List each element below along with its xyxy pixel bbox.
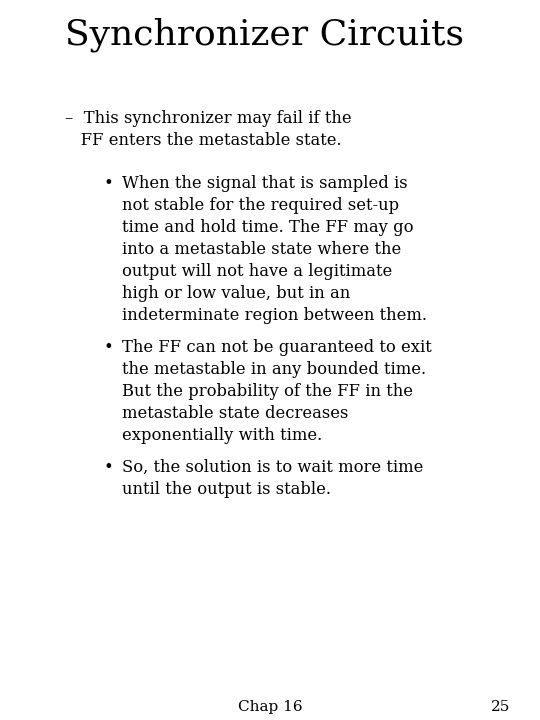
Text: output will not have a legitimate: output will not have a legitimate: [122, 263, 392, 280]
Text: FF enters the metastable state.: FF enters the metastable state.: [65, 132, 342, 149]
Text: •: •: [103, 175, 113, 192]
Text: time and hold time. The FF may go: time and hold time. The FF may go: [122, 219, 414, 236]
Text: –  This synchronizer may fail if the: – This synchronizer may fail if the: [65, 110, 352, 127]
Text: indeterminate region between them.: indeterminate region between them.: [122, 307, 427, 324]
Text: not stable for the required set-up: not stable for the required set-up: [122, 197, 399, 214]
Text: •: •: [103, 459, 113, 476]
Text: When the signal that is sampled is: When the signal that is sampled is: [122, 175, 408, 192]
Text: into a metastable state where the: into a metastable state where the: [122, 241, 401, 258]
Text: Synchronizer Circuits: Synchronizer Circuits: [65, 18, 464, 53]
Text: until the output is stable.: until the output is stable.: [122, 481, 331, 498]
Text: The FF can not be guaranteed to exit: The FF can not be guaranteed to exit: [122, 339, 432, 356]
Text: the metastable in any bounded time.: the metastable in any bounded time.: [122, 361, 426, 378]
Text: So, the solution is to wait more time: So, the solution is to wait more time: [122, 459, 423, 476]
Text: But the probability of the FF in the: But the probability of the FF in the: [122, 383, 413, 400]
Text: metastable state decreases: metastable state decreases: [122, 405, 348, 422]
Text: high or low value, but in an: high or low value, but in an: [122, 285, 350, 302]
Text: Chap 16: Chap 16: [238, 700, 302, 714]
Text: exponentially with time.: exponentially with time.: [122, 427, 322, 444]
Text: •: •: [103, 339, 113, 356]
Text: 25: 25: [491, 700, 510, 714]
